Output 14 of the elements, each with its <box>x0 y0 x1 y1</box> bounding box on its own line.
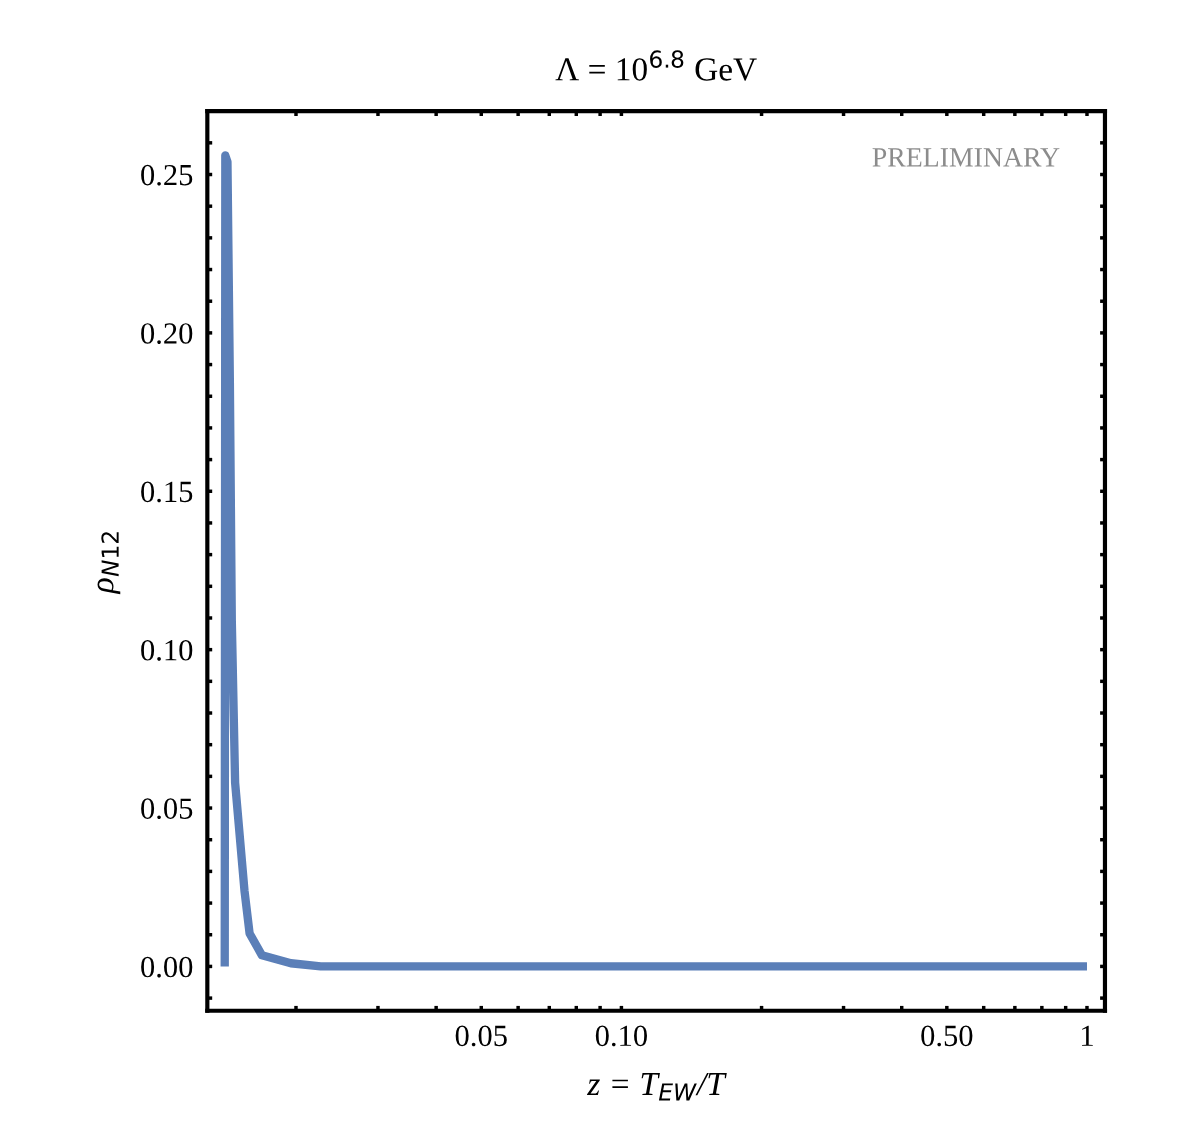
y-tick-label: 0.20 <box>141 323 193 344</box>
y-axis-title: ρ$_{N12}$ <box>97 532 121 595</box>
chart-title: Λ = 10$^{6.8}$ GeV <box>555 50 757 81</box>
y-tick-label: 0.25 <box>141 164 193 186</box>
x-tick-label: 1 <box>1082 1025 1093 1046</box>
x-axis-title: z = T$_{EW}$/T <box>586 1072 727 1101</box>
y-tick-label: 0.00 <box>141 956 193 978</box>
x-tick-label: 0.05 <box>455 1025 507 1047</box>
y-tick-label: 0.05 <box>141 798 193 820</box>
y-tick-label: 0.10 <box>141 639 193 661</box>
y-tick-label: 0.15 <box>141 481 193 503</box>
x-tick-label: 0.10 <box>595 1025 647 1047</box>
x-tick-label: 0.50 <box>921 1025 973 1047</box>
annotation: PRELIMINARY <box>872 148 1060 167</box>
